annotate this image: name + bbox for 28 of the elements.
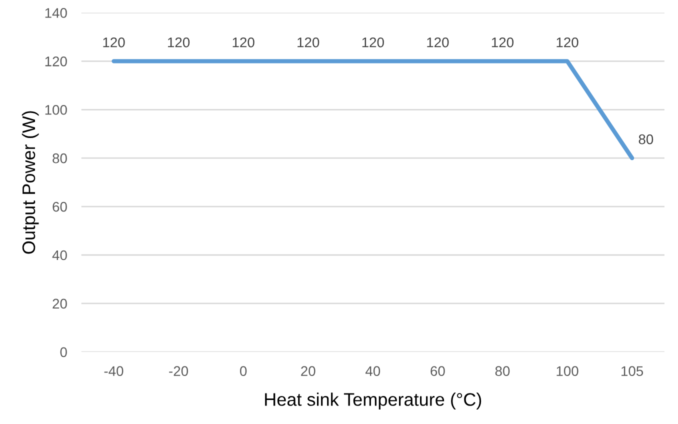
data-label: 120 (103, 37, 125, 48)
data-label: 120 (427, 37, 449, 48)
data-label: 120 (168, 37, 190, 48)
data-label: 120 (298, 37, 320, 48)
x-tick-label: 0 (240, 366, 247, 376)
x-axis-title: Heat sink Temperature (°C) (265, 392, 482, 410)
x-tick-label: 105 (622, 366, 644, 376)
y-tick-label: 100 (45, 104, 67, 115)
data-label: 120 (362, 37, 384, 48)
data-label: 120 (556, 37, 578, 48)
data-label: 120 (232, 37, 254, 48)
y-tick-label: 0 (60, 347, 67, 358)
x-tick-label: 20 (301, 366, 316, 376)
y-tick-label: 120 (45, 56, 67, 66)
y-tick-label: 80 (52, 153, 67, 164)
y-tick-label: 140 (45, 8, 67, 18)
y-tick-label: 60 (52, 202, 67, 212)
data-label: 80 (638, 134, 654, 144)
x-tick-label: -40 (104, 366, 124, 376)
x-tick-label: 80 (495, 366, 510, 376)
x-tick-label: 60 (430, 366, 445, 376)
x-tick-label: -20 (169, 366, 188, 376)
x-tick-label: 40 (365, 366, 380, 376)
y-axis-title: Output Power (W) (22, 111, 39, 254)
y-tick-label: 20 (52, 298, 67, 309)
data-label: 120 (492, 37, 514, 48)
x-tick-label: 100 (556, 366, 578, 376)
y-tick-label: 40 (52, 250, 67, 260)
